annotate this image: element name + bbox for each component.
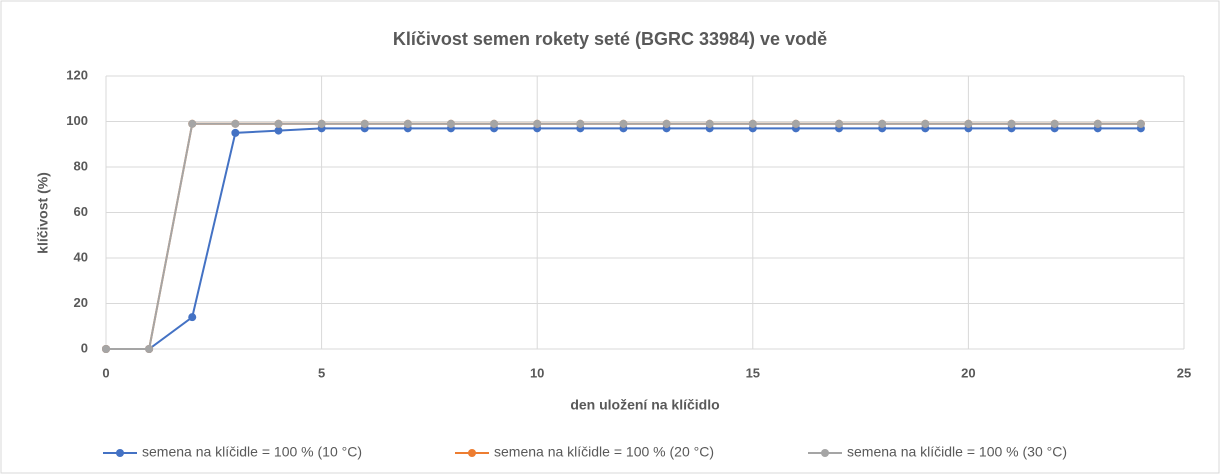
data-point bbox=[705, 119, 714, 128]
data-point bbox=[145, 345, 154, 353]
data-point bbox=[662, 119, 671, 128]
data-point bbox=[1050, 119, 1059, 128]
y-tick-label: 120 bbox=[66, 67, 88, 82]
data-point bbox=[1093, 119, 1102, 128]
x-tick-label: 15 bbox=[746, 365, 760, 380]
data-point bbox=[878, 119, 887, 128]
data-point bbox=[360, 119, 369, 128]
data-point bbox=[576, 119, 585, 128]
data-point bbox=[533, 119, 542, 128]
x-tick-label: 20 bbox=[961, 365, 975, 380]
legend-marker bbox=[821, 449, 829, 457]
data-point bbox=[446, 119, 455, 128]
data-point bbox=[1007, 119, 1016, 128]
data-point bbox=[964, 119, 973, 128]
y-tick-label: 80 bbox=[74, 158, 88, 173]
data-point bbox=[231, 119, 240, 128]
y-tick-label: 100 bbox=[66, 113, 88, 128]
legend-label: semena na klíčidle = 100 % (30 °C) bbox=[847, 444, 1067, 460]
y-tick-label: 60 bbox=[74, 204, 88, 219]
data-point bbox=[231, 128, 240, 137]
data-point bbox=[791, 119, 800, 128]
data-point bbox=[490, 119, 499, 128]
data-point bbox=[188, 313, 197, 322]
data-point bbox=[835, 119, 844, 128]
legend-marker bbox=[116, 449, 124, 457]
y-tick-label: 20 bbox=[74, 295, 88, 310]
data-point bbox=[188, 119, 197, 128]
data-point bbox=[403, 119, 412, 128]
data-point bbox=[1136, 119, 1145, 128]
x-tick-label: 10 bbox=[530, 365, 544, 380]
y-tick-label: 0 bbox=[81, 340, 88, 355]
x-tick-label: 0 bbox=[102, 365, 109, 380]
y-axis-title: klíčivost (%) bbox=[35, 172, 51, 254]
data-point bbox=[274, 126, 283, 135]
legend-label: semena na klíčidle = 100 % (10 °C) bbox=[142, 444, 362, 460]
data-point bbox=[921, 119, 930, 128]
x-tick-label: 25 bbox=[1177, 365, 1191, 380]
data-point bbox=[619, 119, 628, 128]
data-point bbox=[102, 345, 110, 353]
data-point bbox=[274, 119, 283, 128]
x-axis-title: den uložení na klíčidlo bbox=[570, 397, 719, 413]
legend-marker bbox=[468, 449, 476, 457]
legend-label: semena na klíčidle = 100 % (20 °C) bbox=[494, 444, 714, 460]
chart-title: Klíčivost semen rokety seté (BGRC 33984)… bbox=[393, 29, 827, 49]
y-tick-label: 40 bbox=[74, 249, 88, 264]
data-point bbox=[748, 119, 757, 128]
x-tick-label: 5 bbox=[318, 365, 325, 380]
data-point bbox=[317, 119, 326, 128]
